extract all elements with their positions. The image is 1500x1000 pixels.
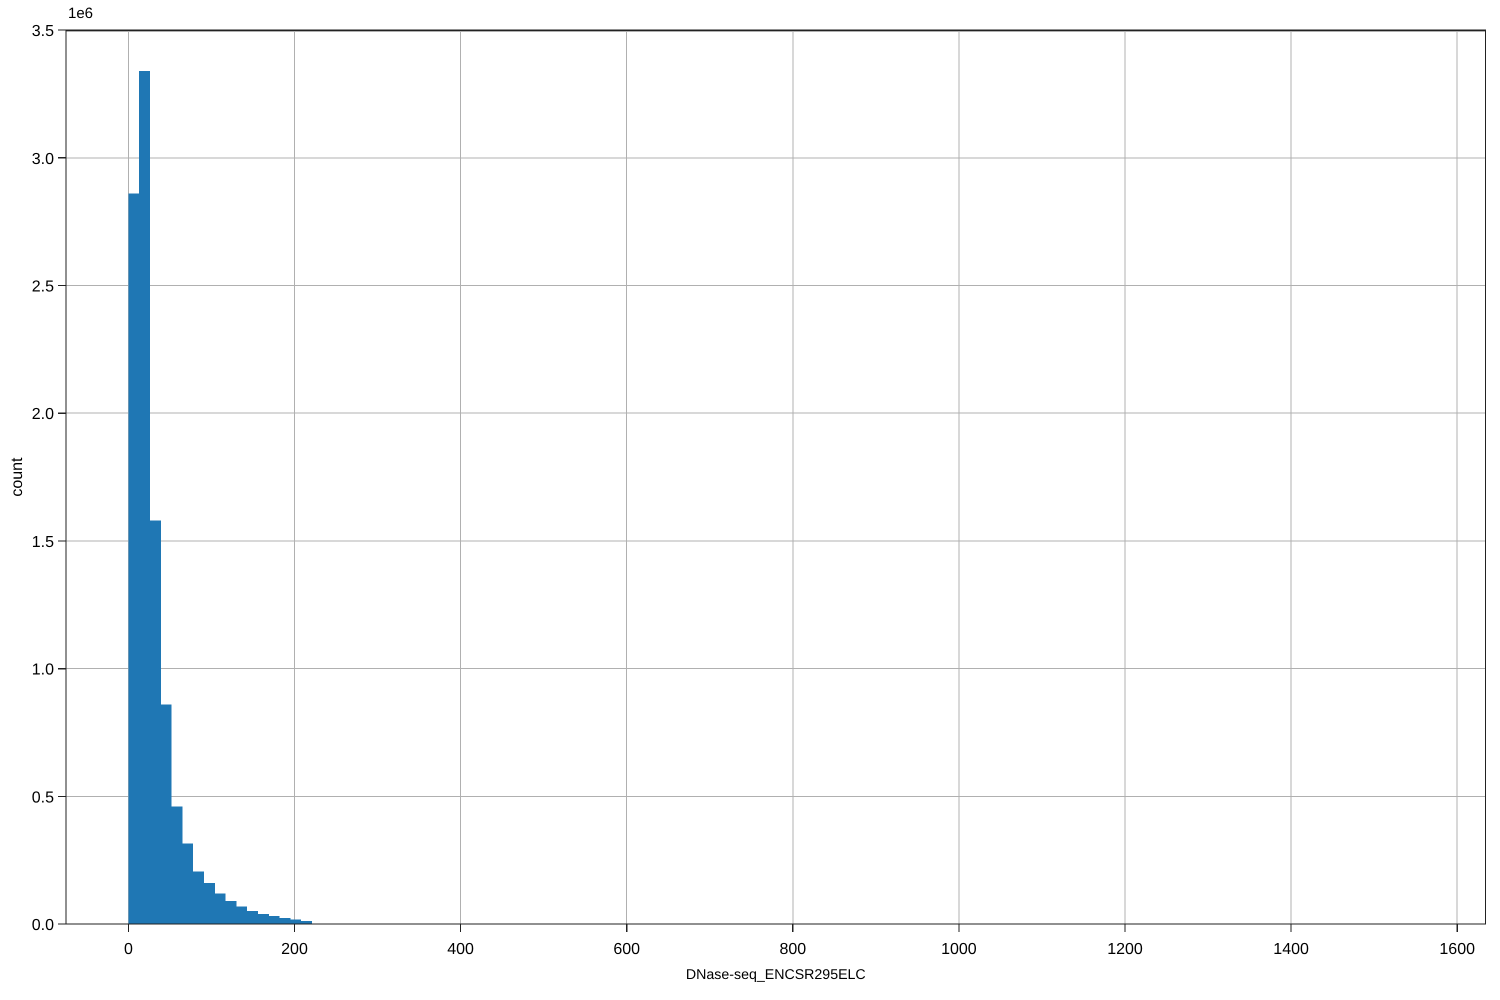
svg-text:0.5: 0.5 [32,789,54,806]
svg-text:3.0: 3.0 [32,151,54,168]
svg-text:1600: 1600 [1439,941,1475,958]
svg-text:count: count [9,457,26,497]
svg-text:1e6: 1e6 [68,5,93,22]
svg-text:1.0: 1.0 [32,662,54,679]
svg-text:800: 800 [779,941,806,958]
svg-text:3.5: 3.5 [32,23,54,40]
svg-text:1400: 1400 [1273,941,1309,958]
svg-text:0.0: 0.0 [32,917,54,934]
svg-text:2.5: 2.5 [32,279,54,296]
svg-text:200: 200 [281,941,308,958]
svg-text:0: 0 [124,941,133,958]
svg-text:1.5: 1.5 [32,534,54,551]
svg-text:2.0: 2.0 [32,406,54,423]
svg-text:1000: 1000 [941,941,977,958]
svg-text:600: 600 [613,941,640,958]
svg-text:400: 400 [447,941,474,958]
svg-text:1200: 1200 [1107,941,1143,958]
svg-text:DNase-seq_ENCSR295ELC: DNase-seq_ENCSR295ELC [686,967,866,983]
